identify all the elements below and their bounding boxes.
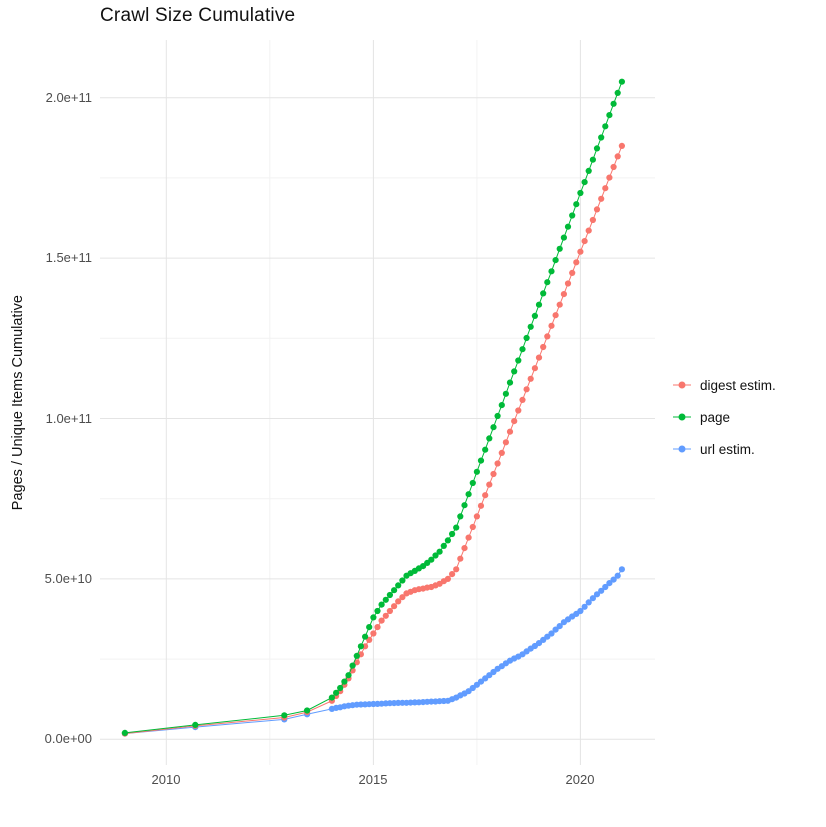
chart-title: Crawl Size Cumulative: [100, 5, 296, 26]
legend-key-icon: [673, 413, 691, 421]
legend-item-label: page: [700, 409, 731, 425]
y-axis: 0.0e+00 5.0e+10 1.0e+11 1.5e+11 2.0e+11: [0, 0, 92, 827]
legend-item-url-estim: url estim.: [670, 440, 776, 458]
legend-key-icon: [673, 445, 691, 453]
legend-item-page: page: [670, 408, 776, 426]
plot-panel: [100, 40, 655, 765]
x-axis-tick-label: 2020: [565, 772, 595, 787]
series-page: [121, 78, 626, 737]
y-axis-tick-label: 1.5e+11: [45, 250, 92, 265]
legend-item-digest-estim: digest estim.: [670, 376, 776, 394]
legend: digest estim. page url estim.: [670, 376, 776, 458]
y-axis-tick-label: 0.0e+00: [44, 731, 92, 746]
legend-item-label: url estim.: [700, 441, 755, 457]
y-axis-tick-label: 2.0e+11: [45, 90, 92, 105]
x-axis-tick-label: 2015: [358, 772, 388, 787]
y-axis-tick-label: 1.0e+11: [45, 411, 92, 426]
legend-item-label: digest estim.: [700, 377, 776, 393]
x-axis-tick-label: 2010: [151, 772, 181, 787]
x-axis: 2010 2015 2020: [0, 772, 826, 792]
legend-key-icon: [673, 381, 691, 389]
y-axis-tick-label: 5.0e+10: [44, 571, 92, 586]
series-url-estim: [121, 566, 626, 737]
